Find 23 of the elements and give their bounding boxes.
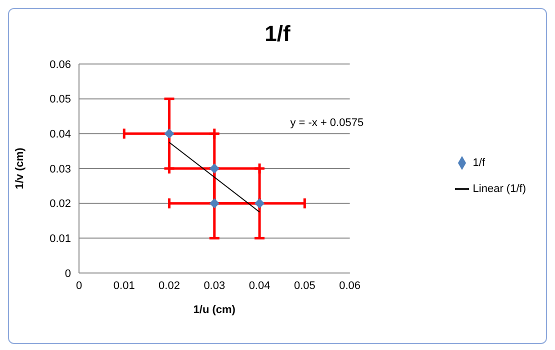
x-tick-label: 0.01 xyxy=(113,280,135,292)
y-tick-label: 0.05 xyxy=(50,94,71,106)
y-tick-label: 0.03 xyxy=(50,163,71,176)
x-axis-title: 1/u (cm) xyxy=(193,304,236,316)
y-tick-label: 0.04 xyxy=(50,128,71,141)
point xyxy=(164,128,174,139)
x-tick-label: 0 xyxy=(76,280,82,292)
y-axis-title: 1/v (cm) xyxy=(14,147,26,190)
y-tick-label: 0.06 xyxy=(50,58,71,71)
annotation: y = -x + 0.0575 xyxy=(290,117,364,130)
y-tick-label: 0.01 xyxy=(50,233,71,246)
y-tick-label: 0.02 xyxy=(50,198,71,210)
x-tick-label: 0.05 xyxy=(294,280,316,292)
x-tick-label: 0.02 xyxy=(158,280,180,292)
chart-title: 1/f xyxy=(264,21,292,47)
point xyxy=(209,164,220,174)
x-tick-label: 0.04 xyxy=(248,280,270,292)
y-tick-label: 0 xyxy=(64,268,71,280)
legend-label: 1/f xyxy=(472,157,486,169)
x-tick-label: 0.06 xyxy=(339,280,361,292)
legend-label: Linear (1/f) xyxy=(472,183,526,195)
point xyxy=(254,198,265,208)
x-tick-label: 0.03 xyxy=(204,280,226,292)
